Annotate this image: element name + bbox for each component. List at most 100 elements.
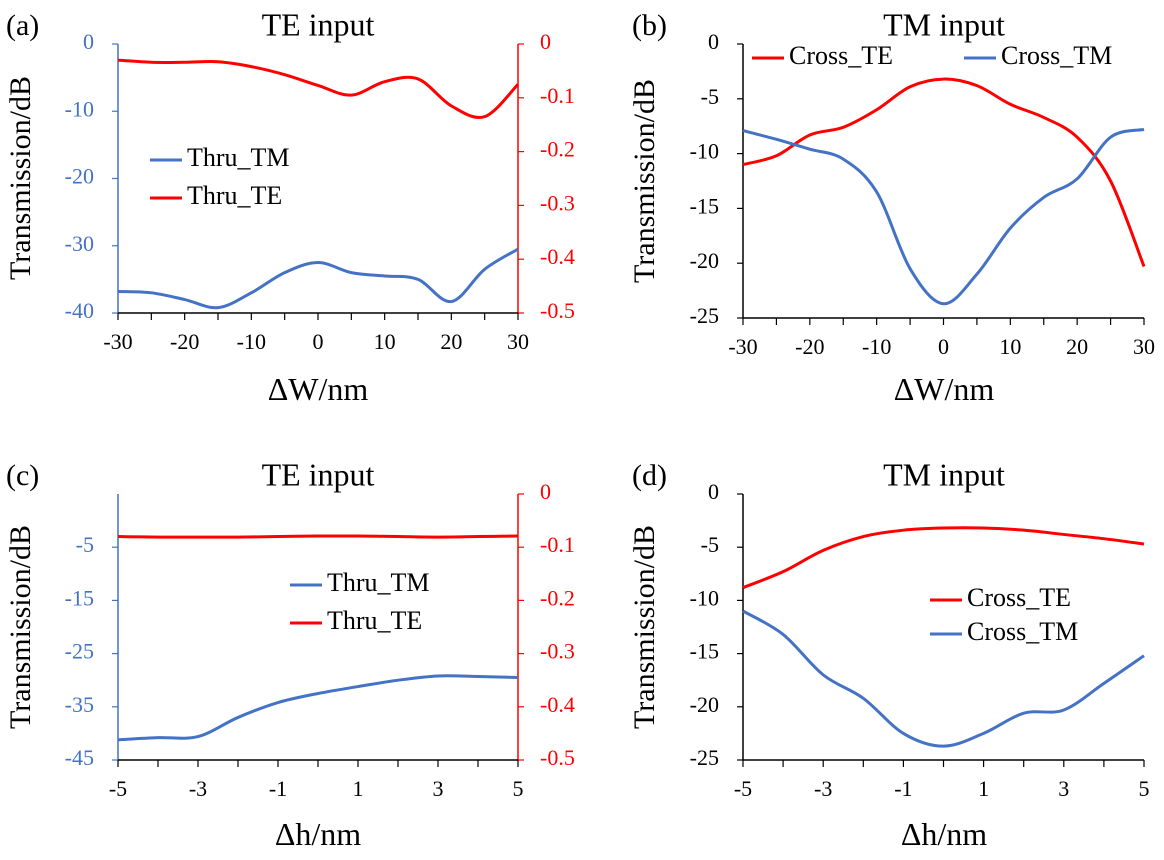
left-y-tick-label: -25 — [690, 745, 719, 770]
chart-title: TM input — [883, 456, 1005, 492]
series-line-cross-te — [742, 77, 1146, 268]
x-axis-label: ΔW/nm — [268, 371, 369, 407]
left-y-tick-label: 0 — [708, 479, 719, 504]
left-y-tick-label: -25 — [690, 303, 719, 328]
left-y-tick-label: -5 — [701, 532, 719, 557]
panel-label: (c) — [6, 459, 39, 492]
chart-panel-2: (b) TM input ΔW/nm Transmission/dB 0 -5 -10 -15… — [628, 6, 1155, 407]
left-y-tick-label: -25 — [65, 639, 94, 664]
legend: Thru_TM Thru_TE — [150, 143, 290, 210]
x-tick-label: 30 — [507, 329, 529, 354]
y-axis-label: Transmission/dB — [628, 525, 661, 729]
right-y-tick-label: -0.3 — [540, 639, 575, 664]
chart-title: TM input — [883, 6, 1005, 42]
chart-panel-1: (a) TE input ΔW/nm Transmission/dB 0 -10 -20 -3… — [4, 6, 575, 407]
x-tick-label: -3 — [189, 776, 207, 801]
x-tick-label: 0 — [313, 329, 324, 354]
x-tick-label: 3 — [1058, 776, 1069, 801]
series-line-thru-tm — [117, 247, 519, 310]
x-tick-label: -3 — [814, 776, 832, 801]
chart-title: TE input — [262, 6, 375, 42]
x-tick-label: 10 — [999, 334, 1021, 359]
chart-panel-4: (d) TM inputΔh/nmTransmission/dB0-5-10-15… — [628, 456, 1150, 852]
legend: Cross_TE Cross_TM — [752, 41, 1112, 70]
x-tick-label: -1 — [894, 776, 912, 801]
left-y-tick-label: -15 — [65, 585, 94, 610]
left-y-tick-label: -5 — [76, 532, 94, 557]
left-y-tick-label: -5 — [701, 84, 719, 109]
legend-entry: Thru_TE — [327, 606, 422, 635]
right-y-tick-label: -0.5 — [540, 745, 575, 770]
left-y-tick-label: -30 — [65, 231, 94, 256]
panel-label: (a) — [6, 9, 39, 42]
right-y-tick-label: -0.2 — [540, 585, 575, 610]
x-tick-label: 5 — [513, 776, 524, 801]
series-line-cross-te — [742, 526, 1145, 590]
x-axis-label: Δh/nm — [275, 816, 361, 852]
series-line-thru-tm — [117, 674, 519, 742]
left-y-tick-label: -10 — [690, 585, 719, 610]
legend-entry: Cross_TM — [967, 617, 1078, 646]
panel-label: (b) — [632, 9, 667, 42]
x-tick-label: 20 — [1066, 334, 1088, 359]
right-y-tick-label: -0.4 — [540, 244, 575, 269]
legend-entry: Thru_TM — [187, 143, 290, 172]
series-line-cross-tm — [742, 128, 1145, 306]
x-tick-label: 3 — [433, 776, 444, 801]
x-tick-label: -30 — [103, 329, 132, 354]
x-tick-label: -10 — [237, 329, 266, 354]
x-tick-label: 10 — [374, 329, 396, 354]
x-tick-label: 20 — [440, 329, 462, 354]
x-tick-label: -10 — [862, 334, 891, 359]
left-y-tick-label: -45 — [65, 745, 94, 770]
right-y-tick-label: -0.1 — [540, 532, 575, 557]
x-tick-label: 5 — [1139, 776, 1150, 801]
left-y-tick-label: -35 — [65, 692, 94, 717]
left-y-tick-label: -40 — [65, 298, 94, 323]
right-y-tick-label: 0 — [540, 29, 551, 54]
x-tick-label: -20 — [170, 329, 199, 354]
series-line-cross-tm — [742, 609, 1145, 748]
right-y-tick-label: -0.2 — [540, 137, 575, 162]
legend-entry: Cross_TM — [1001, 41, 1112, 70]
series-line-thru-te — [117, 534, 519, 539]
x-tick-label: 30 — [1133, 334, 1155, 359]
x-tick-label: -20 — [795, 334, 824, 359]
left-y-tick-label: -15 — [690, 639, 719, 664]
series-line-thru-te — [117, 58, 520, 119]
x-axis-label: Δh/nm — [901, 816, 987, 852]
chart-title: TE input — [262, 456, 375, 492]
legend-entry: Thru_TM — [327, 568, 430, 597]
left-y-tick-label: 0 — [83, 29, 94, 54]
left-y-tick-label: 0 — [708, 29, 719, 54]
y-axis-label: Transmission/dB — [628, 79, 661, 283]
right-y-tick-label: -0.1 — [540, 83, 575, 108]
right-y-tick-label: 0 — [540, 479, 551, 504]
y-axis-label: Transmission/dB — [4, 525, 37, 729]
legend: Cross_TE Cross_TM — [930, 583, 1078, 646]
y-axis-label: Transmission/dB — [4, 76, 37, 280]
left-y-tick-label: -20 — [690, 248, 719, 273]
x-tick-label: 1 — [978, 776, 989, 801]
x-tick-label: -1 — [269, 776, 287, 801]
right-y-tick-label: -0.5 — [540, 298, 575, 323]
x-axis-label: ΔW/nm — [894, 371, 995, 407]
x-tick-label: -5 — [109, 776, 127, 801]
x-tick-label: 0 — [938, 334, 949, 359]
panel-label: (d) — [632, 459, 667, 492]
left-y-tick-label: -20 — [690, 692, 719, 717]
right-y-tick-label: -0.3 — [540, 190, 575, 215]
left-y-tick-label: -10 — [65, 96, 94, 121]
legend: Thru_TM Thru_TE — [290, 568, 430, 635]
right-y-tick-label: -0.4 — [540, 692, 575, 717]
legend-entry: Thru_TE — [187, 181, 282, 210]
x-tick-label: 1 — [353, 776, 364, 801]
x-tick-label: -30 — [728, 334, 757, 359]
left-y-tick-label: -15 — [690, 193, 719, 218]
left-y-tick-label: -20 — [65, 164, 94, 189]
legend-entry: Cross_TE — [967, 583, 1071, 612]
x-tick-label: -5 — [734, 776, 752, 801]
left-y-tick-label: -10 — [690, 139, 719, 164]
